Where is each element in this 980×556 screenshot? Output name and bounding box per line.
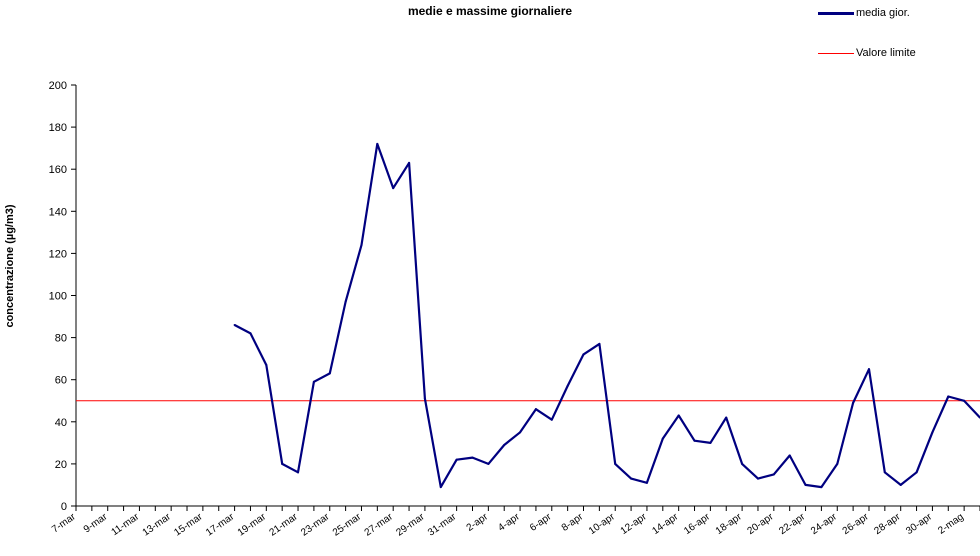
y-tick-label: 60 — [55, 375, 67, 387]
data-point — [756, 477, 759, 480]
data-point — [645, 481, 648, 484]
x-tick-label: 2-mag — [936, 511, 966, 536]
y-tick-label: 160 — [49, 164, 67, 176]
x-tick-label: 29-mar — [394, 511, 427, 539]
data-point — [439, 486, 442, 489]
data-point — [566, 385, 569, 388]
chart-title: medie e massime giornaliere — [407, 4, 573, 18]
x-tick-label: 19-mar — [236, 511, 269, 539]
y-tick-label: 140 — [49, 206, 67, 218]
x-tick-label: 24-apr — [809, 511, 840, 537]
data-point — [661, 437, 664, 440]
data-point — [582, 353, 585, 356]
x-tick-label: 31-mar — [426, 511, 459, 539]
data-point — [598, 342, 601, 345]
data-point — [883, 471, 886, 474]
x-tick-label: 10-apr — [587, 511, 618, 537]
data-point — [534, 408, 537, 411]
data-point — [836, 462, 839, 465]
data-point — [725, 416, 728, 419]
y-tick-label: 80 — [55, 333, 67, 345]
data-point — [503, 443, 506, 446]
x-tick-label: 22-apr — [777, 511, 808, 537]
data-point — [265, 363, 268, 366]
data-point — [487, 462, 490, 465]
data-point — [344, 300, 347, 303]
data-point — [677, 414, 680, 417]
data-point — [281, 462, 284, 465]
legend-swatch-media — [818, 12, 854, 15]
data-point — [312, 380, 315, 383]
x-tick-label: 8-apr — [560, 511, 586, 534]
data-point — [471, 456, 474, 459]
data-point — [630, 477, 633, 480]
x-tick-label: 18-apr — [714, 511, 745, 537]
x-tick-label: 14-apr — [650, 511, 681, 537]
y-tick-label: 40 — [55, 417, 67, 429]
x-tick-label: 13-mar — [141, 511, 174, 539]
legend-swatch-limite — [818, 53, 854, 54]
data-point — [899, 483, 902, 486]
data-point — [328, 372, 331, 375]
legend-label-media: media gior. — [856, 7, 910, 19]
data-point — [519, 431, 522, 434]
data-point — [408, 161, 411, 164]
x-tick-label: 25-mar — [331, 511, 364, 539]
data-point — [233, 323, 236, 326]
data-point — [376, 142, 379, 145]
x-tick-label: 21-mar — [267, 511, 300, 539]
y-tick-label: 0 — [61, 501, 67, 513]
x-tick-label: 15-mar — [172, 511, 205, 539]
data-point — [804, 483, 807, 486]
data-point — [249, 332, 252, 335]
y-tick-label: 120 — [49, 248, 67, 260]
data-point — [867, 368, 870, 371]
x-tick-label: 17-mar — [204, 511, 237, 539]
x-tick-label: 4-apr — [496, 511, 522, 534]
legend-label-limite: Valore limite — [856, 47, 916, 59]
data-point — [455, 458, 458, 461]
x-tick-label: 20-apr — [746, 511, 777, 537]
x-tick-label: 16-apr — [682, 511, 713, 537]
data-point — [820, 486, 823, 489]
data-point — [963, 399, 966, 402]
data-point — [392, 187, 395, 190]
data-point — [931, 431, 934, 434]
data-point — [297, 471, 300, 474]
data-point — [772, 473, 775, 476]
x-tick-label: 11-mar — [110, 511, 142, 538]
x-tick-label: 12-apr — [619, 511, 650, 537]
x-tick-label: 7-mar — [50, 511, 78, 535]
series-line-media — [234, 142, 980, 489]
legend: media gior. Valore limite — [818, 0, 980, 70]
data-point — [915, 471, 918, 474]
y-tick-label: 200 — [49, 80, 67, 92]
data-point — [741, 462, 744, 465]
x-tick-label: 2-apr — [465, 511, 491, 534]
data-point — [709, 441, 712, 444]
data-point — [423, 397, 426, 400]
data-point — [693, 439, 696, 442]
x-tick-label: 6-apr — [528, 511, 554, 534]
y-tick-label: 20 — [55, 459, 67, 471]
data-point — [360, 243, 363, 246]
data-point — [852, 401, 855, 404]
x-tick-label: 23-mar — [299, 511, 332, 539]
y-tick-label: 180 — [49, 122, 67, 134]
x-tick-label: 30-apr — [904, 511, 935, 537]
x-tick-label: 28-apr — [872, 511, 903, 537]
y-tick-label: 100 — [49, 291, 67, 303]
data-point — [614, 462, 617, 465]
x-tick-label: 26-apr — [841, 511, 872, 537]
data-point — [788, 454, 791, 457]
data-point — [947, 395, 950, 398]
x-tick-label: 27-mar — [363, 511, 396, 539]
data-point — [550, 418, 553, 421]
x-tick-label: 9-mar — [82, 511, 110, 535]
